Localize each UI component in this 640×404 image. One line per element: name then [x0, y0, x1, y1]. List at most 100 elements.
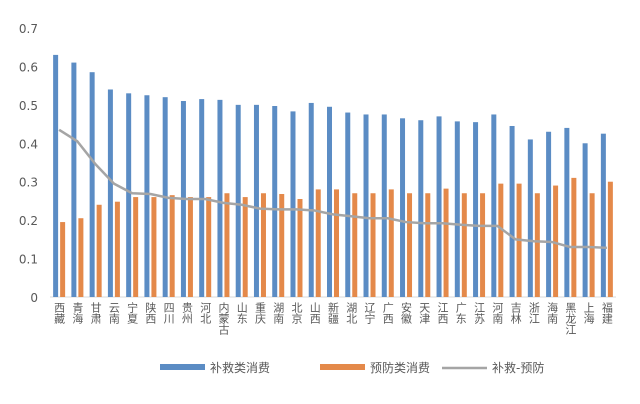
- bar-补救类消费: [436, 116, 442, 297]
- x-tick-label: 西藏: [53, 302, 66, 325]
- y-tick-label: 0.3: [19, 176, 38, 190]
- bar-补救类消费: [582, 143, 588, 297]
- bar-预防类消费: [169, 195, 175, 297]
- bar-预防类消费: [425, 193, 431, 297]
- bar-预防类消费: [315, 189, 321, 297]
- legend-label: 预防类消费: [370, 360, 430, 375]
- x-tick-label: 浙江: [527, 302, 540, 324]
- x-tick-label: 贵州: [180, 302, 193, 324]
- legend-label: 补救-预防: [492, 360, 544, 375]
- bar-补救类消费: [527, 139, 533, 297]
- bar-补救类消费: [327, 106, 332, 298]
- bar-预防类消费: [461, 193, 467, 297]
- bar-预防类消费: [206, 197, 212, 297]
- legend-swatch-orange: [320, 364, 365, 370]
- x-tick-label: 江西: [436, 302, 449, 324]
- x-tick-label: 广西: [381, 302, 394, 324]
- x-tick-label: 广东: [454, 302, 467, 324]
- bar-补救类消费: [600, 133, 606, 297]
- y-tick-label: 0.5: [19, 99, 38, 113]
- bar-预防类消费: [571, 177, 577, 297]
- bar-补救类消费: [235, 104, 241, 297]
- x-tick-label: 上海: [582, 302, 595, 325]
- x-tick-label: 内蒙古: [217, 301, 230, 335]
- x-tick-label: 湖南: [272, 302, 285, 324]
- y-tick-label: 0: [30, 291, 38, 305]
- x-tick-label: 安徽: [400, 301, 413, 325]
- bar-补救类消费: [473, 122, 479, 298]
- bar-预防类消费: [407, 193, 413, 297]
- x-tick-label: 辽宁: [363, 302, 376, 324]
- bar-补救类消费: [71, 62, 77, 298]
- bar-补救类消费: [253, 104, 259, 297]
- bar-预防类消费: [352, 193, 358, 297]
- x-tick-label: 河北: [199, 302, 212, 324]
- x-tick-label: 天津: [418, 302, 431, 324]
- bar-预防类消费: [60, 222, 66, 297]
- bar-预防类消费: [553, 185, 559, 297]
- x-tick-label: 黑龙江: [564, 302, 577, 335]
- bar-补救类消费: [308, 102, 314, 297]
- legend-swatch-blue: [160, 364, 205, 370]
- bar-预防类消费: [370, 193, 376, 297]
- bar-预防类消费: [279, 194, 285, 297]
- x-tick-label: 新疆: [327, 301, 340, 324]
- bar-补救类消费: [290, 111, 296, 297]
- y-tick-label: 0.4: [19, 137, 38, 151]
- x-tick-label: 山东: [235, 302, 248, 324]
- bar-预防类消费: [388, 189, 394, 297]
- x-tick-label: 海南: [546, 301, 559, 324]
- x-tick-label: 重庆: [253, 301, 266, 325]
- x-tick-label: 陕西: [144, 301, 157, 324]
- bar-补救类消费: [418, 120, 424, 297]
- bar-补救类消费: [53, 54, 59, 298]
- bar-预防类消费: [297, 199, 303, 297]
- bar-预防类消费: [607, 181, 613, 297]
- x-tick-label: 福建: [600, 301, 613, 325]
- bar-补救类消费: [546, 131, 552, 297]
- y-tick-label: 0.7: [19, 22, 38, 36]
- bar-预防类消费: [534, 193, 540, 297]
- bar-补救类消费: [89, 72, 95, 297]
- bar-预防类消费: [334, 189, 339, 297]
- x-tick-label: 甘肃: [89, 302, 102, 325]
- bar-补救类消费: [217, 99, 223, 298]
- bar-补救类消费: [107, 89, 113, 297]
- x-tick-label: 四川: [162, 302, 175, 324]
- x-tick-label: 湖北: [345, 302, 358, 324]
- bar-预防类消费: [443, 188, 449, 297]
- y-tick-label: 0.1: [19, 253, 38, 267]
- bar-补救类消费: [126, 93, 132, 297]
- bar-补救类消费: [144, 95, 150, 297]
- bar-预防类消费: [224, 193, 230, 297]
- bar-补救类消费: [381, 114, 387, 297]
- y-tick-label: 0.6: [19, 60, 38, 74]
- bar-预防类消费: [114, 201, 120, 297]
- bar-预防类消费: [96, 204, 102, 297]
- bar-补救类消费: [272, 106, 278, 297]
- x-tick-label: 青海: [71, 302, 84, 325]
- bar-预防类消费: [242, 197, 248, 297]
- bar-补救类消费: [491, 114, 497, 297]
- bar-补救类消费: [363, 114, 369, 297]
- legend-label: 补救类消费: [210, 360, 270, 375]
- bar-补救类消费: [509, 125, 515, 297]
- bar-补救类消费: [454, 121, 460, 297]
- x-tick-label: 吉林: [509, 302, 522, 324]
- bar-预防类消费: [133, 197, 139, 297]
- x-tick-label: 云南: [107, 302, 120, 324]
- bar-补救类消费: [564, 127, 570, 298]
- bar-预防类消费: [151, 197, 157, 297]
- bar-预防类消费: [78, 218, 84, 297]
- x-tick-label: 北京: [290, 302, 303, 325]
- bar-预防类消费: [589, 193, 595, 297]
- y-tick-label: 0.2: [19, 214, 38, 228]
- x-tick-label: 江苏: [473, 302, 486, 325]
- line-补救-预防: [58, 128, 607, 250]
- x-tick-label: 宁夏: [126, 301, 139, 324]
- x-tick-label: 河南: [491, 302, 504, 324]
- bar-补救类消费: [400, 118, 406, 297]
- bar-预防类消费: [260, 193, 266, 297]
